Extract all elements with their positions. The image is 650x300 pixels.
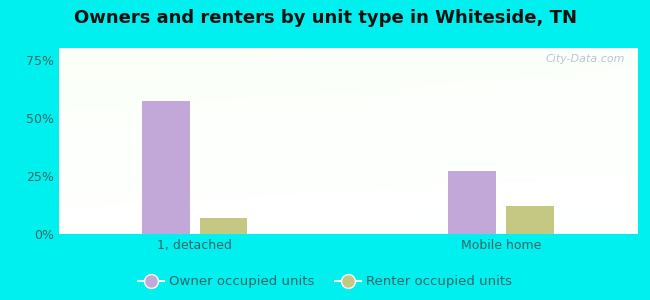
Bar — [448, 171, 496, 234]
Bar — [200, 218, 248, 234]
Legend: Owner occupied units, Renter occupied units: Owner occupied units, Renter occupied un… — [133, 270, 517, 293]
Text: Owners and renters by unit type in Whiteside, TN: Owners and renters by unit type in White… — [73, 9, 577, 27]
Bar — [142, 101, 190, 234]
Text: City-Data.com: City-Data.com — [546, 54, 625, 64]
Bar — [506, 206, 554, 234]
